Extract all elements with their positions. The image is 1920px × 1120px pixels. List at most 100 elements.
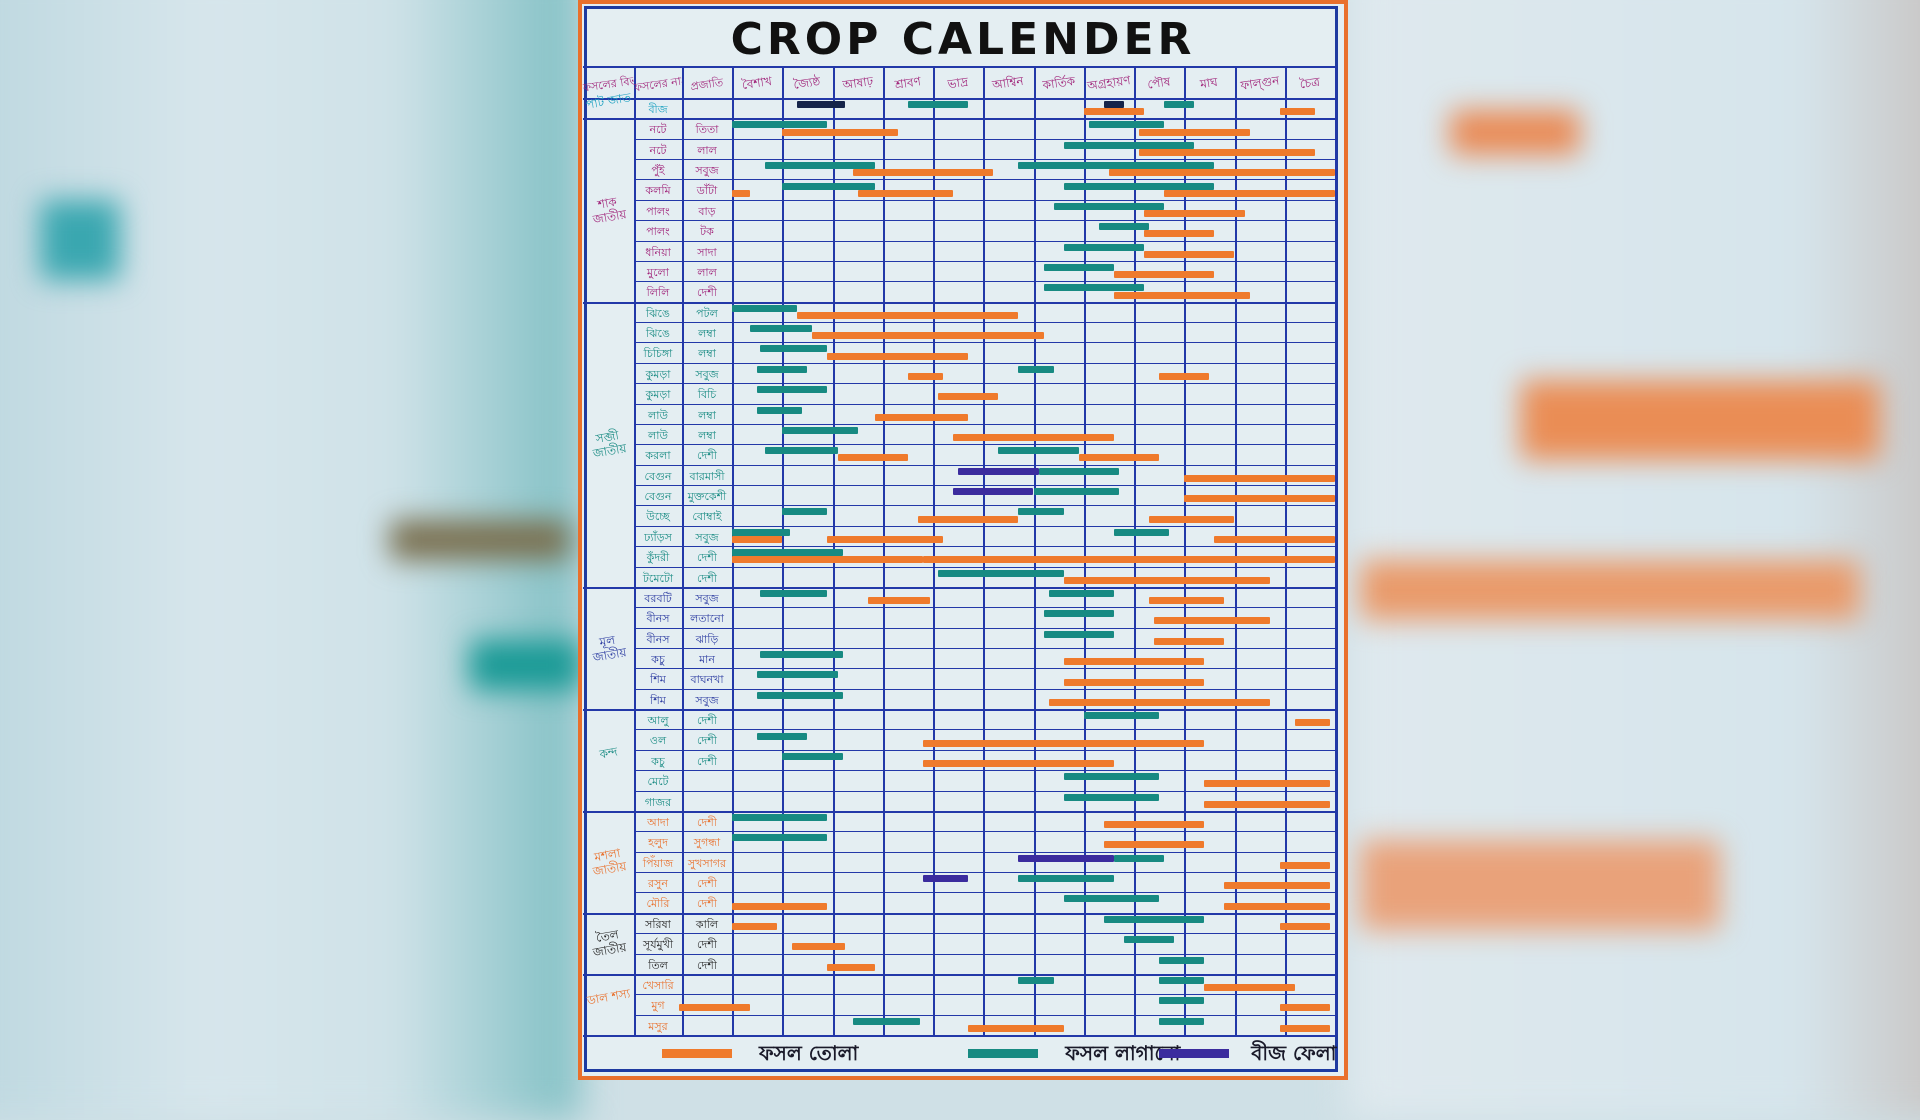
crop-name: কুমড়া [645, 367, 671, 381]
harvest-bar [837, 454, 908, 462]
row-line [634, 973, 1335, 975]
harvest-bar [857, 189, 954, 197]
harvest-bar [827, 535, 944, 543]
harvest-bar [812, 332, 1044, 340]
crop-name: বীনস [646, 612, 670, 626]
planting-bar [757, 386, 828, 394]
planting-bar [1083, 712, 1160, 720]
crop-variety: ঝাড়ি [695, 632, 719, 646]
seed_dark-bar [797, 101, 846, 109]
seed-bar [922, 875, 969, 883]
crop-variety: সবুজ [695, 693, 719, 707]
crop-name: পুঁই [651, 164, 665, 178]
planting-bar [1113, 854, 1165, 862]
crop-variety: সুখসাগর [687, 856, 727, 870]
crop-variety: মান [699, 652, 715, 666]
planting-bar [1063, 895, 1160, 903]
crop-variety: কালি [695, 917, 719, 931]
harvest-bar [1144, 230, 1215, 238]
row-line [634, 485, 1335, 487]
seed-bar [953, 488, 1034, 496]
crop-name: কুমড়া [645, 388, 671, 402]
crop-variety: ডাঁটা [696, 184, 718, 198]
row-line [634, 403, 1335, 405]
crop-variety: লম্বা [698, 408, 716, 422]
planting-bar [1048, 589, 1114, 597]
grid-line [983, 66, 986, 1035]
planting-bar [757, 671, 838, 679]
harvest-bar [1294, 719, 1330, 727]
planting-bar [759, 345, 828, 353]
crop-name: লাউ [648, 428, 668, 442]
harvest-bar [1184, 474, 1335, 482]
harvest-bar [1144, 250, 1235, 258]
harvest-bar [732, 922, 778, 930]
planting-bar [1113, 528, 1170, 536]
harvest-bar [917, 515, 1019, 523]
crop-variety: লম্বা [698, 327, 716, 341]
blurred-bar [1360, 840, 1720, 930]
legend-planting-swatch [968, 1049, 1039, 1058]
row-line [634, 342, 1335, 344]
crop-name: বেগুন [644, 469, 672, 483]
planting-bar [764, 447, 838, 455]
crop-name: হলুদ [648, 836, 668, 850]
grid-line [933, 66, 935, 1035]
row-line [634, 240, 1335, 242]
blurred-background-left [0, 0, 580, 1120]
harvest-bar [1279, 1004, 1330, 1012]
planting-bar [1038, 467, 1119, 475]
harvest-bar [867, 597, 931, 605]
harvest-bar [1204, 800, 1330, 808]
row-line [634, 1014, 1335, 1016]
crop-name: টমেটো [642, 571, 674, 585]
harvest-bar [1279, 922, 1330, 930]
harvest-bar [1159, 372, 1210, 380]
row-line [634, 1035, 1335, 1036]
planting-bar [782, 182, 876, 190]
harvest-bar [1103, 821, 1205, 829]
harvest-bar [782, 128, 898, 136]
crop-name: বীজ [648, 103, 668, 116]
crop-variety: বারমাসী [689, 469, 725, 483]
harvest-bar [1083, 108, 1145, 116]
row-line [634, 281, 1335, 283]
crop-name: মসুর [648, 1019, 668, 1033]
crop-name: মুগ [651, 999, 665, 1013]
harvest-bar [1063, 576, 1270, 584]
category-divider [583, 973, 1335, 976]
crop-name: নটে [649, 123, 667, 137]
harvest-bar [1103, 841, 1205, 849]
crop-name: ওল [649, 734, 667, 748]
row-line [634, 118, 1335, 120]
crop-name: পালং [646, 225, 670, 239]
crop-name: কুঁদরী [646, 551, 670, 565]
crop-name: লিলি [646, 286, 670, 300]
crop-variety: দেশী [697, 286, 717, 300]
planting-bar [1018, 875, 1114, 883]
row-line [634, 566, 1335, 568]
planting-bar [1018, 976, 1054, 984]
legend-seed-swatch [1159, 1049, 1230, 1058]
seed-bar [1018, 854, 1114, 862]
grid-line [1033, 66, 1036, 1035]
grid-line [634, 66, 636, 1035]
category-divider [583, 709, 1335, 712]
row-line [634, 525, 1335, 527]
row-line [634, 179, 1335, 181]
crop-variety: তিতা [695, 123, 719, 137]
planting-bar [1043, 264, 1114, 271]
grid-line [682, 66, 684, 1035]
crop-variety: সবুজ [695, 164, 719, 178]
harvest-bar [792, 943, 846, 951]
harvest-bar [1214, 535, 1335, 543]
row-line [634, 505, 1335, 507]
row-line [634, 851, 1335, 853]
planting-bar [1053, 202, 1165, 210]
crop-name: শিম [650, 673, 666, 687]
row-line [634, 953, 1335, 955]
legend-harvest-swatch [662, 1049, 732, 1058]
row-line [634, 260, 1335, 262]
harvest-bar [922, 739, 1205, 747]
planting-bar [732, 528, 790, 536]
